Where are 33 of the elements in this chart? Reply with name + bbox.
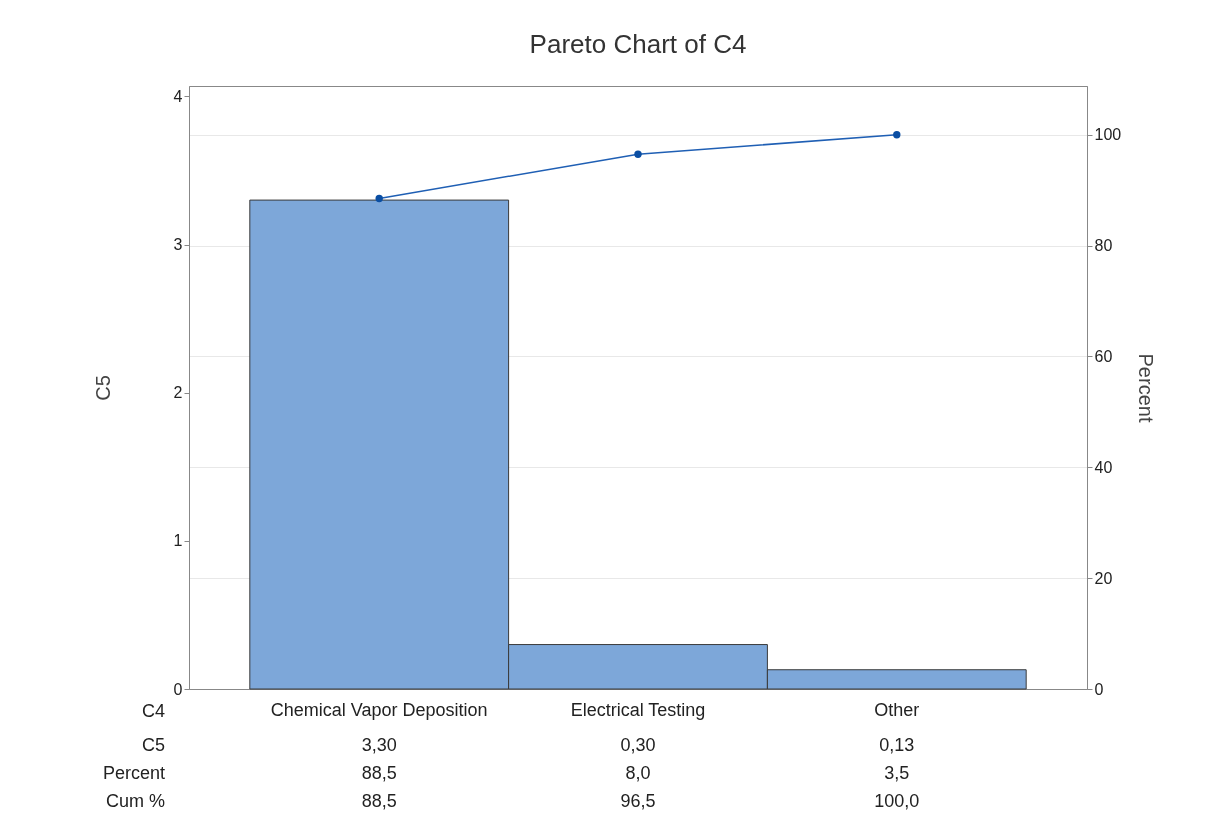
text: 88,5	[361, 763, 397, 783]
data-label: 96,5	[620, 791, 656, 811]
y-tick-label: 4	[173, 87, 183, 105]
chart-title: Pareto Chart of C4	[529, 29, 747, 59]
data-label: 3,30	[361, 735, 397, 755]
point	[893, 131, 901, 139]
y-tick-label: 3	[173, 236, 183, 254]
y2-tick-label: 0	[1094, 680, 1104, 698]
y-axis-title: C5	[91, 375, 114, 401]
text: 8,0	[625, 763, 651, 783]
x-tick-label: Other	[874, 699, 920, 720]
x-tick-label: Chemical Vapor Deposition	[270, 699, 488, 720]
data-label: 100,0	[874, 791, 920, 811]
point	[375, 194, 383, 203]
y-tick-label: 2	[173, 384, 183, 402]
text: 3,5	[884, 763, 910, 783]
data-label: 0,30	[620, 735, 656, 755]
text: C5	[141, 735, 165, 755]
y2-tick-label: 60	[1094, 347, 1113, 365]
y2-axis-title: Percent	[1135, 353, 1158, 423]
x-axis-title: C4	[141, 701, 165, 721]
y2-tick-label: 100	[1094, 126, 1122, 144]
data-label: 0,13	[879, 735, 915, 755]
text: Percent	[102, 763, 165, 783]
x-tick-label: Electrical Testing	[570, 699, 706, 720]
y-tick-label: 1	[173, 532, 183, 550]
y-tick-label: 0	[173, 680, 183, 698]
y2-tick-label: 20	[1094, 569, 1113, 587]
text: Cum %	[105, 791, 165, 811]
data-label: 88,5	[361, 791, 397, 811]
y2-tick-label: 40	[1094, 458, 1113, 476]
point	[634, 150, 642, 158]
y2-tick-label: 80	[1094, 237, 1113, 255]
